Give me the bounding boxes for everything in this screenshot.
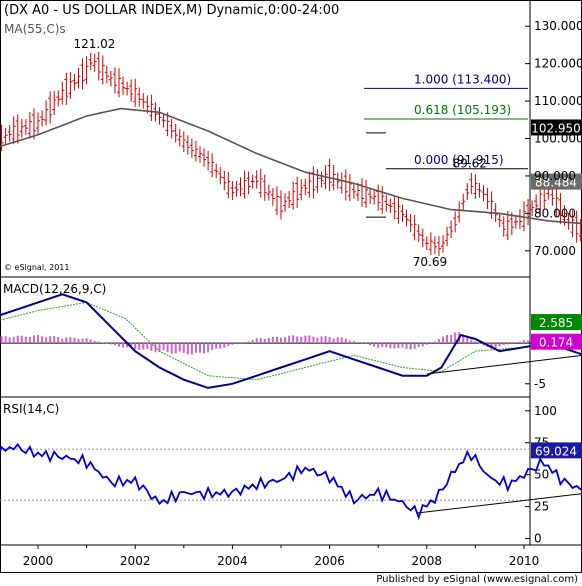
macd-histogram <box>0 332 582 355</box>
macd-value: 2.585 <box>539 316 573 330</box>
axis-labels: 130.000 120.000 110.000 100.000 90.000 80.000… <box>23 19 582 568</box>
rsi-pane: 100755025069.024 <box>0 404 582 546</box>
footer-credit: Published by eSignal (www.esignal.com) <box>376 574 578 585</box>
rsi-line <box>0 442 582 521</box>
rsi-tick-label: 100 <box>534 404 557 418</box>
rsi-tick-label: 50 <box>534 468 549 482</box>
fib-level-label: 0.618 (105.193) <box>414 103 511 117</box>
time-tick-label: 2004 <box>217 554 248 568</box>
rsi-value-badge <box>531 442 582 459</box>
macd-tick-label: -5 <box>534 377 546 391</box>
rsi-tick-label: 0 <box>534 532 542 546</box>
time-tick-label: 2008 <box>412 554 443 568</box>
price-annotation: 89.62 <box>453 156 487 170</box>
price-tick-label: 90.000 <box>534 169 576 183</box>
hist-value-badge <box>531 333 582 350</box>
copyright: © eSignal, 2011 <box>4 263 69 272</box>
macd-line <box>0 293 582 389</box>
macd-trendline <box>426 354 582 375</box>
time-tick-label: 2000 <box>23 554 54 568</box>
fib-level-label: 1.000 (113.400) <box>414 72 511 86</box>
price-tick-label: 120.000 <box>534 57 582 71</box>
time-tick-label: 2006 <box>314 554 345 568</box>
time-tick-label: 2002 <box>120 554 151 568</box>
chart-title: (DX A0 - US DOLLAR INDEX,M) Dynamic,0:00… <box>4 3 339 18</box>
ma-label: MA(55,C)s <box>4 22 66 36</box>
time-tick-label: 2010 <box>509 554 540 568</box>
rsi-value: 69.024 <box>535 444 577 458</box>
macd-value-badge <box>531 314 582 331</box>
price-tick-label: 80.000 <box>534 206 576 220</box>
ma-value-badge <box>531 173 582 190</box>
ma-55-line <box>0 107 582 225</box>
ma-value: 88.484 <box>535 176 577 190</box>
hist-value: 0.174 <box>539 336 573 350</box>
price-pane: 1.000 (113.400) 0.618 (105.193) 0.000 (91.… <box>0 37 582 269</box>
last-price-badge <box>531 119 582 136</box>
title-bg <box>1 1 323 17</box>
price-tick-label: 70.000 <box>534 244 576 258</box>
macd-title: MACD(12,26,9,C) <box>3 282 106 296</box>
price-tick-label: 100.000 <box>534 132 582 146</box>
rsi-tick-label: 25 <box>534 500 549 514</box>
rsi-trendline <box>417 493 582 514</box>
price-annotation: 121.02 <box>73 37 115 51</box>
macd-pane: -5 2.585 0.174 <box>0 293 582 391</box>
price-annotation: 70.69 <box>413 255 447 269</box>
fib-level-label: 0.000 (91.915) <box>414 153 504 167</box>
price-tick-label: 110.000 <box>534 94 582 108</box>
macd-signal-line <box>0 301 582 381</box>
rsi-title: RSI(14,C) <box>3 402 59 416</box>
last-price-value: 102.950 <box>531 121 581 135</box>
price-tick-label: 130.000 <box>534 19 582 33</box>
